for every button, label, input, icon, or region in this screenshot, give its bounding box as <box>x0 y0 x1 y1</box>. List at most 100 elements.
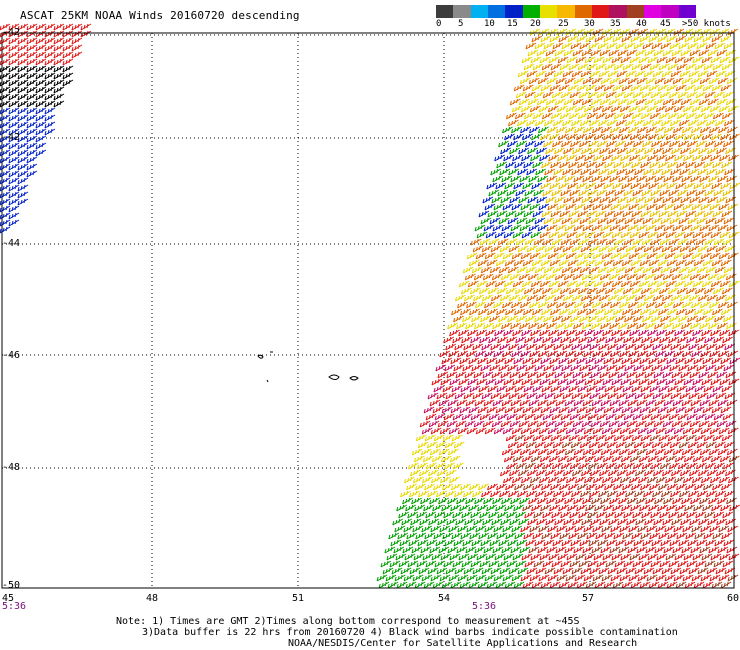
wind-barb <box>687 364 699 372</box>
wind-barb <box>682 350 694 358</box>
wind-barb <box>682 574 694 582</box>
wind-barb <box>532 385 544 393</box>
wind-barb <box>650 560 662 568</box>
wind-barb <box>701 280 713 288</box>
wind-barb <box>17 156 29 164</box>
wind-barb <box>556 427 568 435</box>
wind-barb <box>532 434 544 442</box>
wind-barb <box>573 448 585 456</box>
wind-barb <box>700 350 712 358</box>
wind-barb <box>394 525 406 533</box>
wind-barb <box>711 581 723 589</box>
wind-barb <box>680 469 691 477</box>
wind-barb <box>532 112 544 120</box>
wind-barb <box>626 518 638 526</box>
wind-barb <box>461 511 473 519</box>
wind-barb <box>591 448 603 456</box>
wind-barb <box>563 294 574 302</box>
wind-barb <box>614 462 626 470</box>
wind-barb <box>670 245 682 253</box>
wind-barb <box>528 497 539 505</box>
wind-barb <box>655 203 667 211</box>
wind-barb <box>624 441 636 449</box>
wind-barb <box>450 406 462 414</box>
wind-barb <box>586 483 597 491</box>
wind-barb <box>699 175 711 183</box>
wind-barb <box>527 294 538 302</box>
wind-barb <box>716 147 727 155</box>
wind-barb <box>719 280 731 288</box>
wind-barb <box>714 539 726 547</box>
wind-barb <box>596 560 608 568</box>
wind-barb <box>556 574 568 582</box>
wind-barb <box>542 189 554 197</box>
wind-barb <box>17 100 29 108</box>
wind-barb <box>701 231 713 239</box>
wind-barb <box>718 574 730 582</box>
wind-barb <box>44 93 56 101</box>
wind-barb <box>627 497 638 505</box>
wind-barb <box>610 525 622 533</box>
wind-barb <box>584 154 595 162</box>
wind-barb <box>720 357 732 365</box>
wind-barb <box>598 245 610 253</box>
scale-label: 40 <box>636 19 647 29</box>
wind-barb <box>721 161 733 169</box>
wind-barb <box>613 483 624 491</box>
wind-barb <box>723 42 735 50</box>
wind-barb <box>700 126 711 134</box>
wind-barb <box>702 182 714 190</box>
wind-barb <box>547 126 558 134</box>
wind-barb <box>565 203 577 211</box>
wind-barb <box>527 49 539 57</box>
wind-barb <box>53 65 65 73</box>
wind-barb <box>0 37 11 45</box>
wind-barb <box>497 511 509 519</box>
wind-barb <box>592 427 604 435</box>
wind-barb <box>689 371 701 379</box>
wind-barb <box>565 350 577 358</box>
wind-barb <box>697 567 709 575</box>
wind-barb <box>495 406 507 414</box>
wind-barb <box>589 490 600 498</box>
wind-barb <box>478 308 489 316</box>
wind-barb <box>569 238 581 246</box>
wind-barb <box>500 147 511 155</box>
wind-barb <box>610 126 621 134</box>
wind-barb <box>26 142 38 150</box>
wind-barb <box>398 560 410 568</box>
wind-barb <box>511 574 523 582</box>
wind-barb <box>704 336 716 344</box>
wind-barb <box>509 371 521 379</box>
wind-barb <box>620 231 632 239</box>
wind-barb <box>592 574 604 582</box>
wind-barb <box>648 84 660 92</box>
wind-barb <box>533 238 545 246</box>
wind-barb <box>523 161 535 169</box>
wind-barb <box>726 322 737 330</box>
wind-barb <box>422 455 434 463</box>
wind-barb <box>574 28 586 36</box>
wind-barb <box>672 224 684 232</box>
wind-barb <box>479 413 491 421</box>
wind-barb <box>715 490 726 498</box>
wind-barb <box>537 546 549 554</box>
wind-barb <box>575 231 587 239</box>
wind-barb <box>522 504 533 512</box>
wind-barb <box>390 539 402 547</box>
wind-barb <box>444 539 456 547</box>
wind-barb <box>702 259 714 267</box>
wind-barb <box>499 343 511 351</box>
wind-barb <box>580 343 592 351</box>
wind-barb <box>689 98 701 106</box>
wind-barb <box>624 539 636 547</box>
wind-barb <box>492 175 504 183</box>
wind-barb <box>705 42 717 50</box>
wind-barb <box>539 56 551 64</box>
wind-barb <box>26 86 38 94</box>
wind-barb <box>0 170 11 178</box>
wind-barb <box>660 539 672 547</box>
wind-barb <box>652 343 664 351</box>
wind-barb <box>675 133 686 141</box>
wind-barb <box>44 128 56 136</box>
